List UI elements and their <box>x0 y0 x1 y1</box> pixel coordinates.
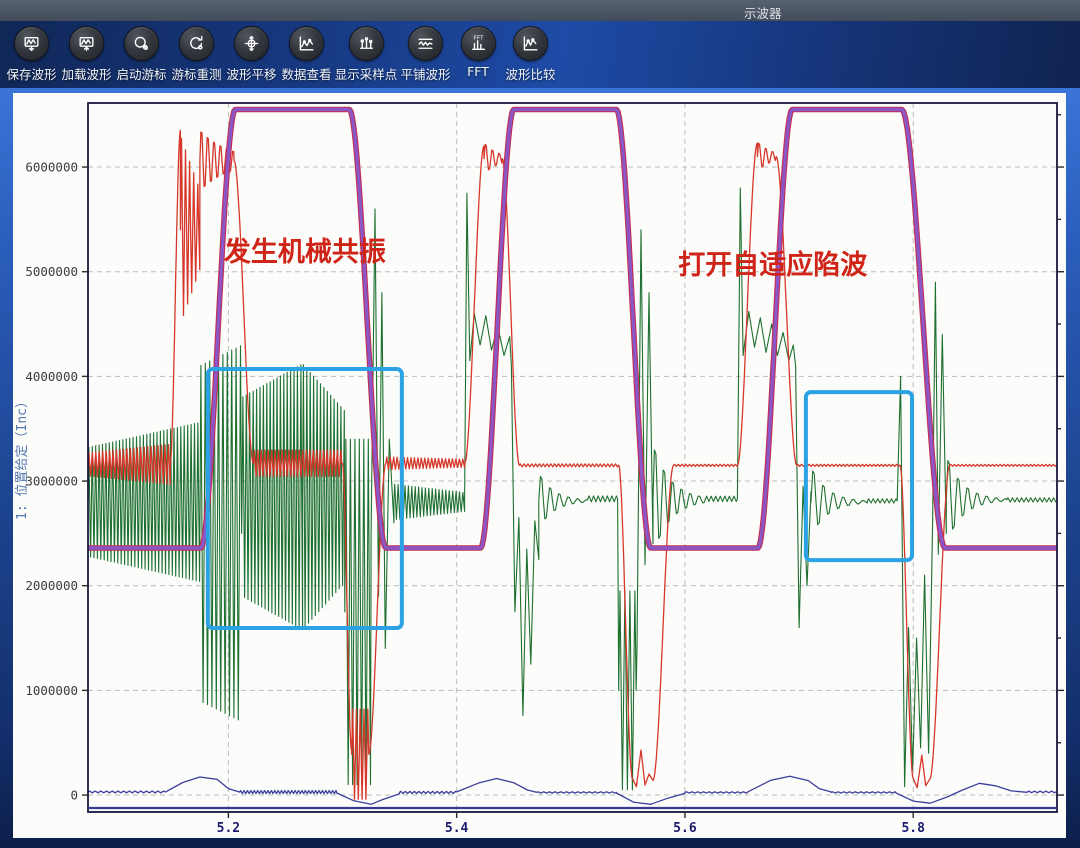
titlebar: 示波器 <box>0 0 1080 21</box>
pan-wave-icon <box>242 34 261 53</box>
y-tick-label: 1000000 <box>25 683 78 698</box>
series-torque-feedback-green <box>88 187 1057 791</box>
load-wave-icon <box>77 34 96 53</box>
toolbar-button-pan-wave[interactable]: 波形平移 <box>224 21 279 83</box>
toolbar: 保存波形 加载波形 启动游标 游标重测 波形平移 数据查看 显示采样点 <box>0 21 1080 88</box>
chart-frame: 0 1000000 2000000 3000000 4000000 5000000 6000… <box>0 88 1080 848</box>
toolbar-button-wave-compare[interactable]: 波形比较 <box>503 21 558 83</box>
x-tick-label: 5.2 <box>217 821 240 836</box>
series-speed-feedback-red <box>88 129 1057 800</box>
cursor-start-icon <box>132 34 151 53</box>
save-wave-icon <box>22 34 41 53</box>
y-tick-label: 5000000 <box>25 264 78 279</box>
y-tick-label: 0 <box>70 788 78 803</box>
highlight-box-1 <box>205 367 404 630</box>
x-tick-label: 5.8 <box>901 821 925 836</box>
toolbar-button-fft[interactable]: FFT FFT <box>453 21 503 79</box>
series-position-command-purple <box>88 107 1057 550</box>
annotation-text-1: 发生机械共振 <box>223 236 386 268</box>
cursor-remeasure-icon <box>187 34 206 53</box>
tile-wave-icon <box>416 34 435 53</box>
fft-icon: FFT <box>469 34 488 53</box>
toolbar-button-tile-wave[interactable]: 平铺波形 <box>398 21 453 83</box>
svg-text:FFT: FFT <box>473 35 484 41</box>
sample-points-icon <box>357 34 376 53</box>
annotations: 发生机械共振 打开自适应陷波 <box>205 236 915 630</box>
chart-panel: 0 1000000 2000000 3000000 4000000 5000000 6000… <box>13 93 1066 848</box>
x-tick-label: 5.6 <box>673 821 697 836</box>
annotation-text-2: 打开自适应陷波 <box>678 249 868 281</box>
toolbar-button-load-wave[interactable]: 加载波形 <box>59 21 114 83</box>
wave-compare-icon <box>521 34 540 53</box>
series-following-error-blue <box>88 775 1057 805</box>
x-tick-label: 5.4 <box>445 821 469 836</box>
toolbar-button-cursor-start[interactable]: 启动游标 <box>114 21 169 83</box>
y-tick-label: 2000000 <box>25 578 78 593</box>
toolbar-button-save-wave[interactable]: 保存波形 <box>4 21 59 83</box>
y-tick-label: 3000000 <box>25 474 78 489</box>
y-axis-title: 1: 位置给定（Inc） <box>15 395 30 520</box>
highlight-box-2 <box>803 390 915 563</box>
waveform-plot[interactable]: 0 1000000 2000000 3000000 4000000 5000000 6000… <box>13 93 1066 848</box>
y-tick-label: 4000000 <box>25 369 78 384</box>
window-title: 示波器 <box>744 6 782 21</box>
axis-ticks <box>82 114 1064 818</box>
toolbar-button-sample-points[interactable]: 显示采样点 <box>334 21 398 83</box>
y-tick-label: 6000000 <box>25 160 78 175</box>
data-view-icon <box>297 34 316 53</box>
toolbar-button-data-view[interactable]: 数据查看 <box>279 21 334 83</box>
series-group <box>88 106 1057 805</box>
toolbar-button-cursor-remeasure[interactable]: 游标重测 <box>169 21 224 83</box>
plot-frame <box>87 102 1058 813</box>
